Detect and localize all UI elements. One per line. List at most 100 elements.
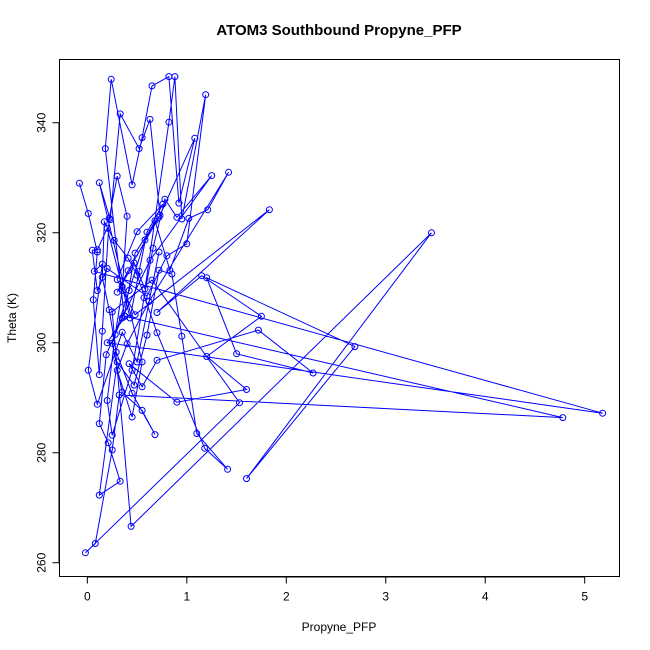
y-tick-label: 260 — [35, 552, 49, 572]
data-point — [138, 134, 146, 142]
data-point — [84, 366, 92, 374]
data-point — [113, 172, 121, 180]
data-point — [133, 228, 141, 236]
data-point — [155, 266, 163, 274]
data-point — [151, 217, 159, 225]
data-point — [351, 343, 359, 351]
data-point — [128, 366, 136, 374]
y-tick-label: 300 — [35, 332, 49, 352]
data-point — [193, 430, 201, 437]
data-point — [108, 339, 116, 347]
data-point — [113, 358, 121, 366]
data-point — [183, 240, 191, 248]
data-point — [116, 477, 124, 485]
data-point — [133, 271, 141, 279]
data-point — [204, 206, 212, 214]
data-point — [153, 329, 161, 337]
data-point — [95, 179, 103, 187]
data-point — [141, 236, 149, 244]
data-point — [95, 420, 103, 428]
x-tick-label: 4 — [482, 590, 489, 604]
data-point — [118, 283, 126, 291]
data-point — [103, 224, 111, 232]
data-point — [428, 229, 435, 237]
data-point — [75, 179, 83, 187]
x-axis: 0 1 2 3 4 5 — [84, 576, 588, 604]
data-point — [202, 91, 210, 99]
data-point — [107, 75, 115, 83]
data-point — [153, 309, 161, 316]
data-point — [159, 200, 167, 208]
x-axis-label: Propyne_PFP — [302, 620, 377, 634]
data-point — [93, 400, 101, 408]
data-point — [191, 134, 199, 142]
data-point — [124, 267, 132, 275]
data-point — [113, 288, 121, 296]
data-point — [91, 540, 99, 547]
data-point — [254, 326, 262, 334]
x-tick-label: 5 — [581, 590, 588, 604]
data-point — [108, 308, 116, 316]
data-point — [95, 371, 103, 379]
data-point — [257, 312, 265, 320]
data-point — [128, 389, 136, 397]
data-point — [106, 216, 114, 224]
data-point — [95, 491, 103, 499]
data-point — [103, 397, 111, 404]
data-point — [146, 115, 154, 123]
data-point — [559, 414, 567, 422]
data-point — [100, 218, 108, 226]
data-point — [243, 475, 250, 483]
data-point — [93, 246, 101, 254]
data-point — [201, 444, 209, 452]
data-point — [103, 339, 111, 347]
data-point — [243, 386, 250, 393]
data-point — [233, 350, 241, 358]
data-point — [108, 446, 116, 454]
data-point — [135, 267, 143, 275]
data-point — [116, 110, 124, 118]
data-point — [113, 276, 121, 283]
data-point — [225, 168, 233, 176]
y-tick-label: 340 — [35, 112, 49, 132]
data-point — [208, 172, 216, 180]
data-point — [128, 413, 136, 421]
data-point — [143, 292, 151, 300]
data-point — [178, 332, 186, 340]
data-point — [127, 522, 135, 530]
data-point — [149, 244, 157, 252]
data-point — [115, 391, 123, 399]
data-point — [163, 252, 171, 260]
data-point — [130, 259, 138, 267]
data-point — [98, 260, 106, 268]
data-point — [168, 270, 176, 278]
y-tick-label: 280 — [35, 442, 49, 462]
data-point — [135, 145, 143, 153]
data-point — [143, 331, 151, 339]
data-point — [138, 406, 146, 414]
data-point — [123, 340, 131, 348]
data-point — [112, 348, 120, 356]
y-axis: 260 280 300 320 340 — [35, 112, 60, 573]
data-point — [166, 266, 174, 274]
data-point — [125, 287, 133, 294]
data-point — [309, 369, 317, 377]
data-point — [151, 431, 159, 439]
data-point — [155, 213, 163, 221]
data-point — [224, 465, 232, 473]
data-point — [141, 285, 149, 293]
data-point — [98, 327, 106, 335]
x-tick-label: 2 — [283, 590, 290, 604]
data-point — [104, 439, 112, 447]
data-point — [123, 212, 131, 220]
data-point — [124, 254, 132, 262]
data-point — [146, 256, 154, 264]
data-point — [171, 73, 179, 81]
data-point — [111, 331, 119, 338]
data-point — [126, 314, 134, 322]
data-point — [236, 399, 243, 407]
series-group — [75, 73, 607, 557]
data-point — [88, 246, 96, 254]
data-point — [148, 276, 156, 284]
